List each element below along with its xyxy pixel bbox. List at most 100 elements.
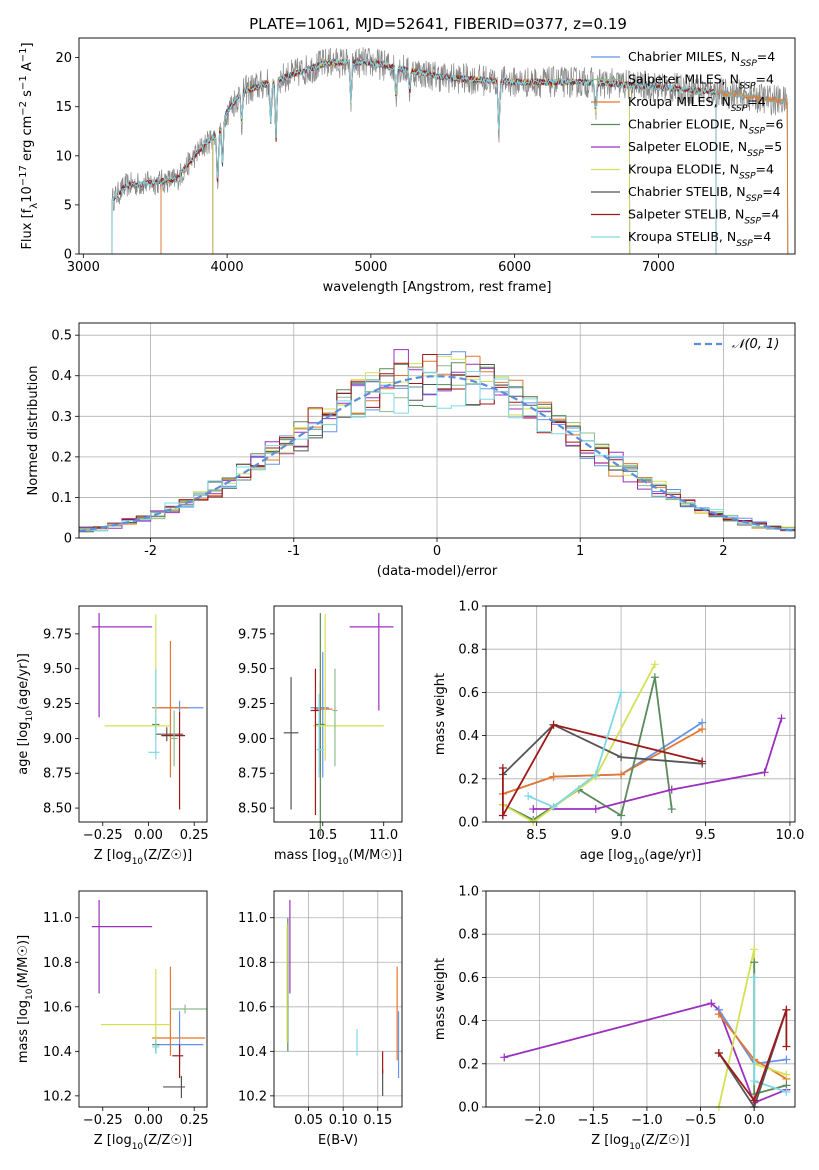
label-subscript: 10 bbox=[25, 710, 35, 722]
legend-label-value: =6 bbox=[765, 117, 783, 132]
label-part: (M/M☉)] bbox=[348, 848, 402, 863]
y-tick-label: 0.0 bbox=[458, 1101, 479, 1116]
y-tick-label: 9.00 bbox=[43, 732, 72, 747]
y-tick-label: 8.50 bbox=[43, 802, 72, 817]
y-tick-label: 0.2 bbox=[458, 772, 479, 787]
legend-label: Chabrier MILES, NSSP=4 bbox=[628, 49, 775, 69]
legend-label-value: =4 bbox=[756, 72, 774, 87]
y-tick-label: 0.4 bbox=[458, 1014, 479, 1029]
mass-weight-marker bbox=[498, 811, 507, 820]
weight-vs-age-panel: 8.5 9.0 9.5 10.0 0.0 0.2 0.4 0.6 0.8 1.0 age [log1… bbox=[433, 600, 804, 868]
legend-label-main: Kroupa ELODIE, N bbox=[628, 162, 739, 177]
legend-label-sub: SSP bbox=[744, 217, 761, 227]
legend-label-main: Salpeter MILES, N bbox=[628, 72, 739, 87]
label-part: (Z/Z☉)] bbox=[641, 1133, 690, 1148]
mass-weight-marker bbox=[777, 714, 786, 723]
y-tick-label: 11.0 bbox=[238, 911, 267, 926]
mass-weight-series-line bbox=[753, 962, 787, 1096]
x-tick-label: 10.5 bbox=[308, 828, 337, 843]
y-tick-label: 9.25 bbox=[238, 697, 267, 712]
x-tick-label: −0.25 bbox=[83, 828, 123, 843]
x-tick-label: 3000 bbox=[67, 260, 100, 275]
y-tick-label: 20 bbox=[55, 51, 72, 66]
label-subscript: 10 bbox=[132, 857, 144, 867]
spectrum-plot-area bbox=[111, 47, 789, 254]
legend-label-sub: SSP bbox=[731, 104, 748, 114]
x-tick-label: 0.10 bbox=[329, 1113, 358, 1128]
legend-label: Chabrier ELODIE, NSSP=6 bbox=[628, 117, 783, 137]
axes-frame bbox=[485, 605, 796, 823]
legend-label-main: Kroupa STELIB, N bbox=[628, 229, 736, 244]
y-label-part: −2 bbox=[18, 101, 29, 116]
mass-weight-marker bbox=[760, 768, 769, 777]
mass-weight-series-line bbox=[502, 723, 703, 819]
legend-label-sub: SSP bbox=[736, 239, 753, 249]
y-tick-label: 10.6 bbox=[238, 1000, 267, 1015]
label-part: (M/M☉)] bbox=[16, 935, 31, 989]
figure-title: PLATE=1061, MJD=52641, FIBERID=0377, z=0… bbox=[249, 15, 627, 33]
label-subscript: 10 bbox=[633, 857, 645, 867]
x-tick-label: 0.25 bbox=[180, 1113, 209, 1128]
y-axis-label: mass [log10(M/M☉)] bbox=[16, 935, 35, 1063]
y-axis-label: mass weight bbox=[433, 673, 448, 755]
mass-weight-series-line bbox=[527, 692, 622, 808]
x-tick-label: 11.0 bbox=[369, 828, 398, 843]
gaussian-reference-curve bbox=[78, 375, 796, 532]
y-tick-label: 10 bbox=[55, 149, 72, 164]
legend-label-value: =4 bbox=[762, 184, 780, 199]
x-tick-label: −1.5 bbox=[578, 1113, 610, 1128]
y-tick-label: 9.75 bbox=[43, 627, 72, 642]
x-tick-label: 8.5 bbox=[526, 828, 547, 843]
mass-weight-series-line bbox=[502, 663, 656, 824]
y-tick-label: 0.8 bbox=[458, 928, 479, 943]
y-tick-label: 9.50 bbox=[43, 662, 72, 677]
y-tick-label: 0.8 bbox=[458, 643, 479, 658]
x-tick-label: 0.00 bbox=[134, 1113, 163, 1128]
legend-label-value: =4 bbox=[753, 229, 771, 244]
y-tick-label: 0.6 bbox=[458, 686, 479, 701]
label-part: (Z/Z☉)] bbox=[143, 1133, 192, 1148]
mass-weight-marker bbox=[591, 770, 600, 779]
x-axis-label: Z [log10(Z/Z☉)] bbox=[94, 848, 192, 867]
axes-frame bbox=[78, 37, 796, 255]
mass-weight-marker bbox=[750, 973, 759, 982]
mass-weight-marker bbox=[650, 673, 659, 682]
x-tick-label: 5000 bbox=[354, 260, 387, 275]
label-part: mass [log bbox=[274, 848, 337, 863]
x-axis-label: age [log10(age/yr)] bbox=[580, 848, 702, 867]
mass-weight-marker bbox=[617, 753, 626, 762]
legend-label: Salpeter ELODIE, NSSP=5 bbox=[628, 139, 782, 159]
x-tick-label: 4000 bbox=[211, 260, 244, 275]
y-tick-label: 9.50 bbox=[238, 662, 267, 677]
x-axis-label: (data-model)/error bbox=[377, 564, 498, 579]
y-tick-label: 15 bbox=[55, 100, 72, 115]
legend-label: 𝒩(0, 1) bbox=[732, 337, 779, 352]
y-tick-label: 8.50 bbox=[238, 802, 267, 817]
y-tick-label: 9.25 bbox=[43, 697, 72, 712]
mass-weight-marker bbox=[782, 1070, 791, 1079]
x-tick-label: 9.0 bbox=[611, 828, 632, 843]
x-axis-label: Z [log10(Z/Z☉)] bbox=[94, 1133, 192, 1152]
spectrum-panel: 3000 4000 5000 6000 7000 0 5 10 15 20 wavelength [… bbox=[18, 37, 796, 295]
mass-weight-marker bbox=[782, 1005, 791, 1014]
mass-weight-marker bbox=[750, 1077, 759, 1086]
legend-label: Chabrier STELIB, NSSP=4 bbox=[628, 184, 781, 204]
y-tick-label: 11.0 bbox=[43, 911, 72, 926]
y-label-part: ] bbox=[20, 42, 35, 47]
y-tick-label: 10.4 bbox=[238, 1045, 267, 1060]
legend-label-sub: SSP bbox=[746, 194, 763, 204]
y-tick-label: 0.4 bbox=[458, 729, 479, 744]
label-part: (age/yr)] bbox=[16, 653, 31, 710]
histogram-step bbox=[79, 354, 795, 531]
mass-weight-marker bbox=[750, 945, 759, 954]
mass-weight-series-line bbox=[502, 723, 703, 776]
y-label-part: −1 bbox=[18, 75, 29, 90]
x-tick-label: 10.0 bbox=[775, 828, 804, 843]
label-subscript: 10 bbox=[132, 1142, 144, 1152]
x-tick-label: 6000 bbox=[498, 260, 531, 275]
x-axis-label: E(B-V) bbox=[318, 1133, 358, 1148]
y-tick-label: 1.0 bbox=[458, 885, 479, 900]
y-tick-label: 0.5 bbox=[51, 329, 72, 344]
y-label-part: Flux [f bbox=[20, 208, 35, 249]
